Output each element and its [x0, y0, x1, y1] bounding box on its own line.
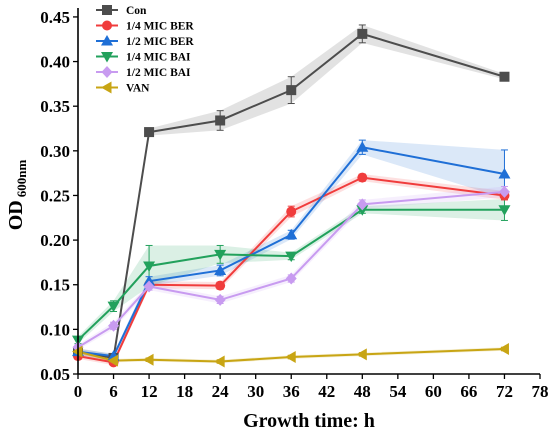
- y-tick-label: 0.05: [40, 365, 70, 384]
- legend-item-1-4-mic-bai: 1/4 MIC BAI: [96, 52, 191, 64]
- y-axis-title-subscript: 600nm: [14, 160, 29, 198]
- data-point-1-4-mic-bai: [356, 205, 369, 216]
- data-point-con: [499, 71, 510, 82]
- x-tick-label: 42: [318, 382, 335, 401]
- data-point-van: [356, 348, 367, 361]
- x-ticks: 0 6 12 18 24 30 36 42 48 54 60 66 72 78: [74, 374, 549, 401]
- legend-label-1-2-mic-ber: 1/2 MIC BER: [126, 36, 194, 48]
- legend-label-van: VAN: [126, 83, 150, 95]
- data-point-1-2-mic-ber: [214, 264, 227, 275]
- y-axis-title-main: OD: [5, 200, 27, 230]
- y-ticks: 0.05 0.10 0.15 0.20 0.25 0.30 0.35 0.40 0.45: [40, 8, 78, 384]
- x-tick-label: 54: [389, 382, 407, 401]
- legend-item-van: VAN: [96, 81, 150, 95]
- x-tick-label: 30: [247, 382, 264, 401]
- y-tick-label: 0.35: [40, 97, 70, 116]
- data-markers: [72, 28, 511, 368]
- data-point-con: [286, 85, 297, 96]
- data-point-1-4-mic-ber: [286, 206, 297, 217]
- legend-marker-1-4-mic-ber: [102, 20, 112, 31]
- data-point-1-2-mic-ber: [498, 168, 511, 179]
- x-tick-label: 78: [532, 382, 549, 401]
- legend-item-1-4-mic-ber: 1/4 MIC BER: [96, 20, 194, 33]
- legend-label-con: Con: [126, 5, 147, 17]
- y-tick-label: 0.15: [40, 276, 70, 295]
- data-point-1-4-mic-ber: [357, 172, 368, 183]
- x-tick-label: 6: [109, 382, 118, 401]
- data-point-van: [214, 355, 225, 368]
- x-tick-label: 36: [283, 382, 300, 401]
- data-point-1-4-mic-bai: [143, 261, 156, 272]
- y-tick-label: 0.45: [40, 8, 70, 27]
- y-tick-label: 0.20: [40, 231, 70, 250]
- data-point-van: [498, 343, 509, 356]
- data-point-van: [143, 353, 154, 366]
- data-point-van: [107, 354, 119, 367]
- legend-marker-1-2-mic-bai: [101, 66, 113, 78]
- data-point-1-2-mic-ber: [143, 275, 156, 286]
- x-tick-label: 60: [425, 382, 442, 401]
- x-tick-label: 24: [212, 382, 230, 401]
- data-point-1-4-mic-bai: [107, 301, 120, 313]
- x-tick-label: 48: [354, 382, 371, 401]
- data-point-1-2-mic-bai: [285, 272, 297, 285]
- y-tick-label: 0.30: [40, 142, 70, 161]
- x-tick-label: 72: [496, 382, 513, 401]
- data-point-1-4-mic-ber: [215, 280, 226, 291]
- data-point-1-2-mic-bai: [108, 319, 120, 332]
- data-point-1-2-mic-bai: [498, 185, 510, 198]
- x-tick-label: 12: [141, 382, 158, 401]
- x-axis-title: Growth time: h: [243, 410, 375, 432]
- data-point-1-4-mic-bai: [498, 205, 511, 216]
- legend-item-1-2-mic-ber: 1/2 MIC BER: [96, 35, 194, 48]
- x-tick-label: 0: [74, 382, 83, 401]
- legend: Con 1/4 MIC BER 1/2 MIC BER 1/4 MIC BAI 1/2 …: [96, 5, 194, 95]
- data-point-1-2-mic-ber: [356, 141, 369, 152]
- y-tick-label: 0.40: [40, 53, 70, 72]
- y-tick-label: 0.25: [40, 186, 70, 205]
- error-band-1-2-mic-ber: [78, 140, 505, 359]
- legend-label-1-4-mic-ber: 1/4 MIC BER: [126, 21, 194, 33]
- legend-label-1-4-mic-bai: 1/4 MIC BAI: [126, 52, 191, 64]
- legend-marker-con: [102, 5, 112, 15]
- legend-marker-1-2-mic-ber: [101, 35, 113, 46]
- data-point-con: [357, 28, 368, 39]
- legend-item-1-2-mic-bai: 1/2 MIC BAI: [96, 66, 191, 79]
- data-point-1-2-mic-bai: [356, 198, 368, 211]
- data-point-1-2-mic-bai: [214, 293, 226, 306]
- y-tick-label: 0.10: [40, 320, 70, 339]
- legend-marker-1-4-mic-bai: [101, 52, 113, 63]
- data-point-1-4-mic-bai: [214, 249, 227, 261]
- data-point-con: [144, 127, 155, 138]
- data-point-1-4-mic-bai: [285, 251, 298, 263]
- data-point-van: [285, 351, 296, 364]
- legend-label-1-2-mic-bai: 1/2 MIC BAI: [126, 67, 191, 79]
- axes: [77, 8, 540, 375]
- y-axis-title: OD 600nm: [5, 160, 29, 231]
- data-point-1-2-mic-bai: [143, 280, 155, 293]
- error-band-1-4-mic-bai: [78, 199, 505, 344]
- x-tick-label: 18: [176, 382, 193, 401]
- x-tick-label: 66: [460, 382, 477, 401]
- legend-marker-van: [101, 81, 112, 94]
- data-point-1-2-mic-ber: [285, 228, 298, 240]
- legend-item-con: Con: [96, 5, 147, 17]
- data-point-con: [215, 115, 226, 126]
